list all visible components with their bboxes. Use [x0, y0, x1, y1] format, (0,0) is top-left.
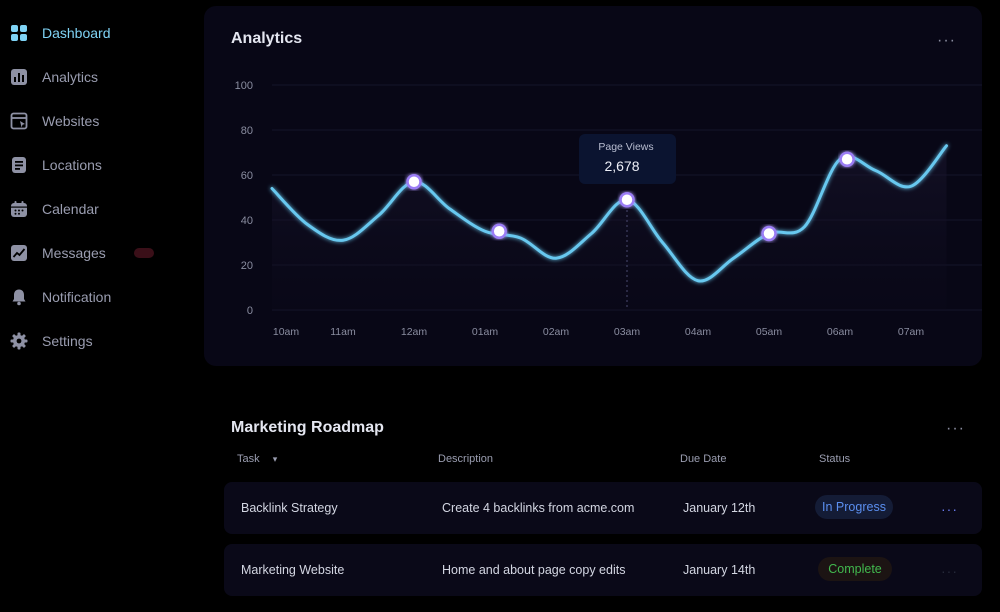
sidebar-item-label: Messages	[42, 245, 106, 261]
column-task-label: Task	[237, 453, 260, 465]
tooltip-value: 2,678	[604, 158, 639, 174]
column-header-description: Description	[438, 453, 494, 465]
row-more-button[interactable]: ···	[941, 501, 958, 517]
table-row[interactable]: Backlink Strategy Create 4 backlinks fro…	[224, 482, 982, 534]
column-header-due-date: Due Date	[680, 453, 727, 465]
bar-chart-icon	[10, 68, 28, 86]
bell-icon	[10, 288, 28, 306]
x-tick-label: 03am	[614, 326, 641, 338]
description-cell: Create 4 backlinks from acme.com	[442, 501, 635, 515]
messages-badge	[134, 248, 154, 258]
sidebar-item-calendar[interactable]: Calendar	[10, 197, 99, 221]
sidebar-item-label: Calendar	[42, 201, 99, 217]
sidebar-item-label: Websites	[42, 113, 100, 129]
column-header-task[interactable]: Task ▾	[237, 453, 277, 465]
x-tick-label: 10am	[273, 326, 300, 338]
browser-icon	[10, 112, 28, 130]
x-tick-label: 01am	[472, 326, 499, 338]
x-tick-label: 07am	[898, 326, 925, 338]
sidebar-item-settings[interactable]: Settings	[10, 329, 93, 353]
sort-down-icon: ▾	[272, 454, 278, 464]
y-tick-label: 20	[241, 260, 253, 272]
y-tick-label: 80	[241, 125, 253, 137]
data-point-marker	[619, 192, 635, 208]
data-point-marker	[839, 151, 855, 167]
task-cell: Backlink Strategy	[241, 501, 338, 515]
column-header-status: Status	[819, 453, 851, 465]
sidebar-item-locations[interactable]: Locations	[10, 153, 102, 177]
x-tick-label: 04am	[685, 326, 712, 338]
roadmap-title: Marketing Roadmap	[231, 419, 384, 436]
chart-tooltip: Page Views 2,678	[579, 134, 676, 184]
sidebar-item-notification[interactable]: Notification	[10, 285, 111, 309]
x-tick-label: 12am	[401, 326, 428, 338]
sidebar-item-websites[interactable]: Websites	[10, 109, 99, 133]
grid-icon	[10, 24, 28, 42]
data-point-marker	[491, 223, 507, 239]
due-date-cell: January 12th	[683, 501, 756, 515]
sidebar-item-analytics[interactable]: Analytics	[10, 65, 98, 89]
data-point-marker	[406, 174, 422, 190]
sidebar-item-label: Notification	[42, 289, 112, 305]
y-tick-label: 0	[247, 305, 253, 317]
table-row[interactable]: Marketing Website Home and about page co…	[224, 544, 982, 596]
y-tick-label: 40	[241, 215, 253, 227]
chart-line-icon	[10, 244, 28, 262]
y-tick-label: 100	[235, 80, 253, 92]
due-date-cell: January 14th	[683, 563, 756, 577]
x-tick-label: 05am	[756, 326, 783, 338]
description-cell: Home and about page copy edits	[442, 563, 626, 577]
sidebar-item-label: Dashboard	[42, 25, 111, 41]
analytics-more-button[interactable]: ···	[937, 32, 956, 49]
status-badge: In Progress	[815, 495, 893, 519]
gear-icon	[10, 332, 28, 350]
sidebar-item-label: Settings	[42, 333, 93, 349]
task-cell: Marketing Website	[241, 563, 345, 577]
x-tick-label: 02am	[543, 326, 570, 338]
sidebar-item-label: Locations	[42, 157, 102, 173]
row-more-button[interactable]: ···	[941, 563, 958, 579]
sidebar-item-messages[interactable]: Messages	[10, 241, 106, 265]
sidebar-item-dashboard[interactable]: Dashboard	[10, 21, 111, 45]
card-title: Analytics	[231, 30, 303, 47]
y-tick-label: 60	[241, 170, 253, 182]
series-line-page-views	[270, 144, 948, 283]
list-icon	[10, 156, 28, 174]
data-point-marker	[761, 225, 777, 242]
x-tick-label: 06am	[827, 326, 854, 338]
sidebar: Dashboard Analytics Websites Locations C…	[0, 0, 190, 612]
status-badge: Complete	[818, 557, 892, 581]
tooltip-label: Page Views	[598, 141, 653, 153]
x-tick-label: 11am	[330, 326, 356, 338]
sidebar-item-label: Analytics	[42, 69, 99, 85]
roadmap-more-button[interactable]: ···	[946, 420, 965, 437]
calendar-icon	[10, 200, 28, 218]
chart-area-fill	[272, 145, 947, 310]
